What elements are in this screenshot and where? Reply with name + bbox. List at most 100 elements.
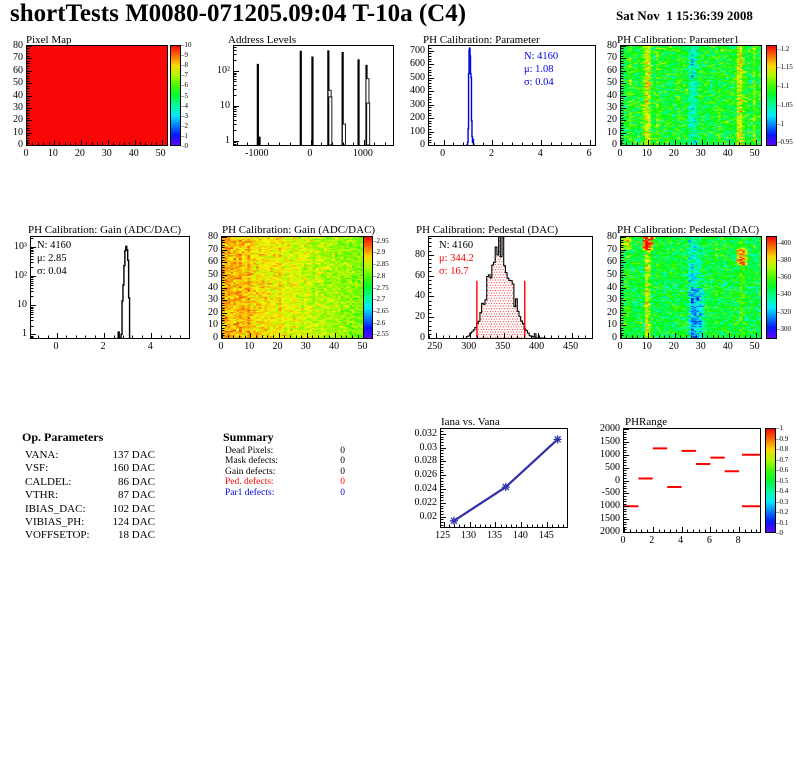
colorbar-tick-label: –300 [777, 324, 791, 333]
y-tick-label: 400 [410, 85, 425, 97]
y-tick-label: 10 [607, 126, 617, 138]
y-tick-label: 40 [607, 89, 617, 101]
y-tick-label: 0.022 [414, 496, 438, 508]
stats-line: N: 4160 [524, 51, 559, 62]
pedestal-hist-frame [428, 236, 593, 339]
colorbar-tick-label: –0.9 [776, 434, 789, 443]
x-tick-label: 40 [128, 148, 139, 159]
summary-value: 0 [340, 446, 345, 456]
x-tick-label: 250 [427, 341, 443, 352]
x-tick-label: 50 [749, 148, 760, 159]
y-tick-label: 10² [14, 270, 27, 282]
y-tick-label: 1500 [600, 513, 620, 525]
y-tick-label: 2000 [600, 423, 620, 434]
colorbar-tick-label: –340 [777, 290, 791, 299]
op-parameter-label: IBIAS_DAC: [25, 502, 86, 515]
y-tick-label: 10 [13, 126, 23, 138]
chart-title: PH Calibration: Gain (ADC/DAC) [222, 224, 376, 236]
panel-ph-parameter1-map: PH Calibration: Parameter1 0 10 20 30 40 50 0 1… [597, 32, 796, 197]
op-parameter-row: IBIAS_DAC: 102 DAC [25, 503, 155, 516]
colorbar-tick-label: –10 [181, 41, 192, 49]
x-tick-label: 10 [641, 341, 652, 352]
summary-value: 0 [340, 466, 345, 477]
x-tick-label: 20 [668, 148, 679, 159]
x-tick-label: 125 [435, 530, 451, 541]
op-parameter-value: 87 DAC [118, 489, 155, 502]
y-tick-label: 1500 [600, 435, 620, 447]
y-tick-label: 0.026 [414, 469, 438, 481]
summary-value: 0 [340, 487, 345, 498]
colorbar-tick-label: –2.9 [373, 248, 386, 257]
stats-line: σ: 16.7 [439, 266, 469, 277]
y-tick-label: 10³ [14, 240, 27, 252]
pixel-map-colorbar [170, 45, 181, 146]
panel-pedestal-hist: PH Calibration: Pedestal (DAC) 250 300 350… [398, 222, 597, 390]
summary-label: Dead Pixels: [225, 446, 274, 456]
op-parameter-value: 160 DAC [112, 462, 155, 475]
colorbar-tick-label: –320 [777, 307, 791, 316]
x-tick-label: 0 [440, 148, 446, 159]
y-tick-label: 0 [612, 332, 617, 343]
y-tick-label: 0 [420, 139, 425, 150]
stats-line: N: 4160 [439, 240, 474, 251]
x-tick-label: 1000 [352, 148, 373, 159]
x-tick-label: 10 [47, 148, 58, 159]
x-tick-label: 40 [722, 341, 733, 352]
y-tick-label: 200 [410, 112, 425, 124]
summary-row: Ped. defects: 0 [225, 477, 345, 487]
colorbar-tick-label: –0.3 [776, 497, 789, 506]
ph_parameter1_map-plot [621, 46, 761, 145]
colorbar-tick-label: –6 [181, 81, 188, 90]
y-tick-label: 300 [410, 98, 425, 110]
x-tick-label: 2 [649, 535, 655, 546]
panel-gain-map: PH Calibration: Gain (ADC/DAC) 0 10 20 30 40… [199, 222, 398, 390]
chart-title: PH Calibration: Pedestal (DAC) [617, 224, 760, 236]
pedestal_hist-plot [429, 237, 592, 338]
op-parameter-value: 124 DAC [112, 516, 155, 529]
colorbar-tick-label: –0.4 [776, 487, 789, 495]
stats-line: σ: 0.04 [37, 266, 67, 277]
panel-pedestal-map: PH Calibration: Pedestal (DAC) 0 10 20 30 40… [597, 222, 796, 390]
gain-map-colorbar [363, 236, 373, 339]
y-tick-label: 1 [225, 134, 230, 146]
y-tick-label: 0.03 [419, 441, 438, 453]
colorbar-tick-label: –0.2 [776, 508, 789, 516]
gain-hist-frame [30, 236, 190, 339]
op-parameter-label: VSF: [25, 462, 49, 475]
x-tick-label: 30 [695, 341, 706, 352]
y-tick-label: -500 [601, 487, 620, 499]
phrange-plot [624, 429, 760, 532]
address_levels-plot [234, 46, 393, 145]
ph_parameter-stats: N: 4160 μ: 1.08 σ: 0.04 [524, 50, 558, 89]
y-tick-label: 40 [415, 290, 425, 302]
y-tick-label: 20 [208, 306, 218, 318]
x-tick-label: 0 [620, 535, 626, 546]
summary-row: Gain defects: 0 [225, 467, 345, 477]
phrange-frame [623, 428, 761, 533]
x-tick-label: 30 [101, 148, 112, 159]
chart-title: Pixel Map [26, 34, 72, 46]
y-tick-label: 0.032 [414, 427, 438, 439]
y-tick-label: 30 [607, 101, 617, 113]
y-tick-label: 0 [213, 332, 218, 343]
pedestal-map-colorbar [766, 236, 777, 339]
x-tick-label: 140 [512, 530, 528, 541]
y-tick-label: 60 [607, 64, 617, 76]
y-tick-label: 70 [607, 243, 617, 255]
panel-iana-vs-vana: Iana vs. Vana 125 130 135 140 145 0.02 0.022 0.… [398, 412, 597, 562]
x-tick-label: 0 [23, 148, 29, 159]
x-tick-label: 10 [244, 341, 255, 352]
y-tick-label: 40 [607, 281, 617, 293]
iana_vs_vana-plot [441, 429, 567, 527]
colorbar-tick-label: –3 [181, 111, 188, 120]
y-tick-label: 50 [13, 77, 23, 89]
x-tick-label: 8 [735, 535, 741, 546]
y-tick-label: 0 [18, 139, 23, 150]
colorbar-tick-label: –5 [181, 91, 188, 100]
op-parameter-row: VIBIAS_PH: 124 DAC [25, 516, 155, 529]
colorbar-tick-label: –0.5 [776, 476, 789, 485]
gain_hist-plot [31, 237, 189, 338]
x-tick-label: 10 [641, 148, 652, 159]
colorbar-tick-label: –360 [777, 273, 791, 282]
y-tick-label: 1000 [600, 500, 620, 512]
